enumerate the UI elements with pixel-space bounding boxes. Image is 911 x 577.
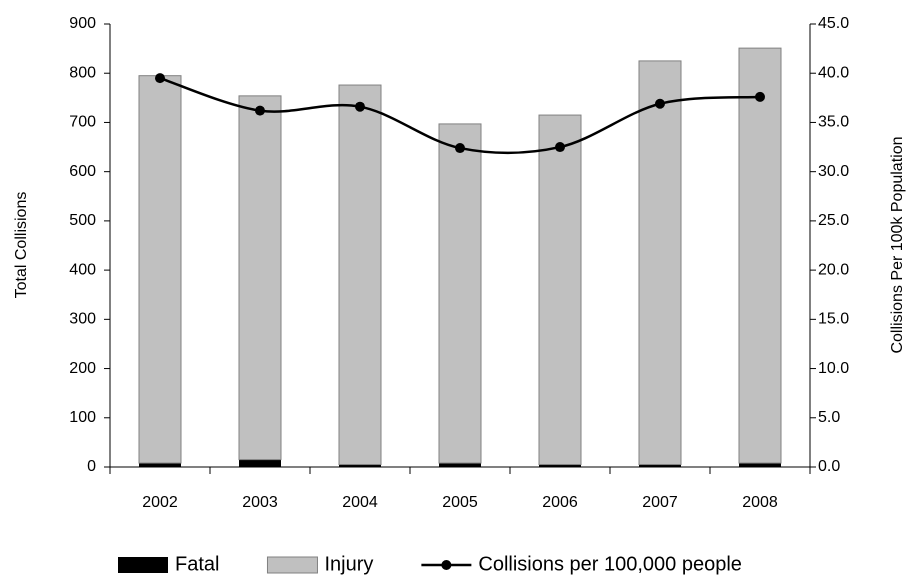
- legend-label: Collisions per 100,000 people: [478, 553, 742, 575]
- bar: [738, 47, 782, 464]
- y-tick-label: 800: [69, 64, 96, 81]
- y-tick-label: 100: [69, 409, 96, 426]
- bar: [638, 60, 682, 466]
- line-marker: [255, 105, 265, 116]
- y-tick-label: 700: [69, 114, 96, 131]
- line-marker: [555, 142, 565, 153]
- x-tick-label: 2007: [642, 494, 678, 511]
- legend-label: Injury: [324, 553, 373, 575]
- y2-tick-label: 0.0: [818, 458, 840, 475]
- bar: [139, 463, 181, 467]
- y2-tick-label: 10.0: [818, 360, 849, 377]
- bar: [439, 463, 481, 467]
- legend-swatch: [118, 557, 168, 573]
- bar: [239, 459, 281, 467]
- y-tick-label: 300: [69, 311, 96, 328]
- y-tick-label: 900: [69, 15, 96, 32]
- legend-swatch: [266, 556, 318, 574]
- line-marker: [355, 101, 365, 112]
- line-marker: [755, 91, 765, 102]
- bar: [339, 464, 381, 467]
- y-tick-label: 500: [69, 212, 96, 229]
- y-tick-label: 600: [69, 163, 96, 180]
- bar: [338, 84, 382, 466]
- x-tick-label: 2008: [742, 494, 778, 511]
- y2-tick-label: 25.0: [818, 212, 849, 229]
- y2-tick-label: 20.0: [818, 261, 849, 278]
- y2-tick-label: 15.0: [818, 311, 849, 328]
- bar: [238, 95, 282, 461]
- bar: [538, 114, 582, 466]
- bar: [739, 463, 781, 467]
- x-tick-label: 2003: [242, 494, 278, 511]
- y2-axis-title: Collisions Per 100k Population: [889, 136, 906, 353]
- line-marker: [655, 98, 665, 109]
- y-tick-label: 200: [69, 360, 96, 377]
- x-tick-label: 2004: [342, 494, 378, 511]
- y-tick-label: 400: [69, 261, 96, 278]
- legend-label: Fatal: [175, 553, 219, 575]
- y2-tick-label: 35.0: [818, 114, 849, 131]
- bar: [639, 464, 681, 467]
- line-marker: [455, 143, 465, 154]
- legend-swatch: [441, 560, 452, 570]
- y2-tick-label: 30.0: [818, 163, 849, 180]
- y2-tick-label: 40.0: [818, 64, 849, 81]
- y2-tick-label: 5.0: [818, 409, 840, 426]
- bar: [138, 75, 182, 464]
- x-tick-label: 2006: [542, 494, 578, 511]
- x-tick-label: 2002: [142, 494, 178, 511]
- line-marker: [155, 73, 165, 84]
- y2-tick-label: 45.0: [818, 15, 849, 32]
- x-tick-label: 2005: [442, 494, 478, 511]
- y-axis-title: Total Collisions: [13, 192, 30, 299]
- bar: [438, 123, 482, 464]
- y-tick-label: 0: [87, 458, 96, 475]
- bar: [539, 464, 581, 467]
